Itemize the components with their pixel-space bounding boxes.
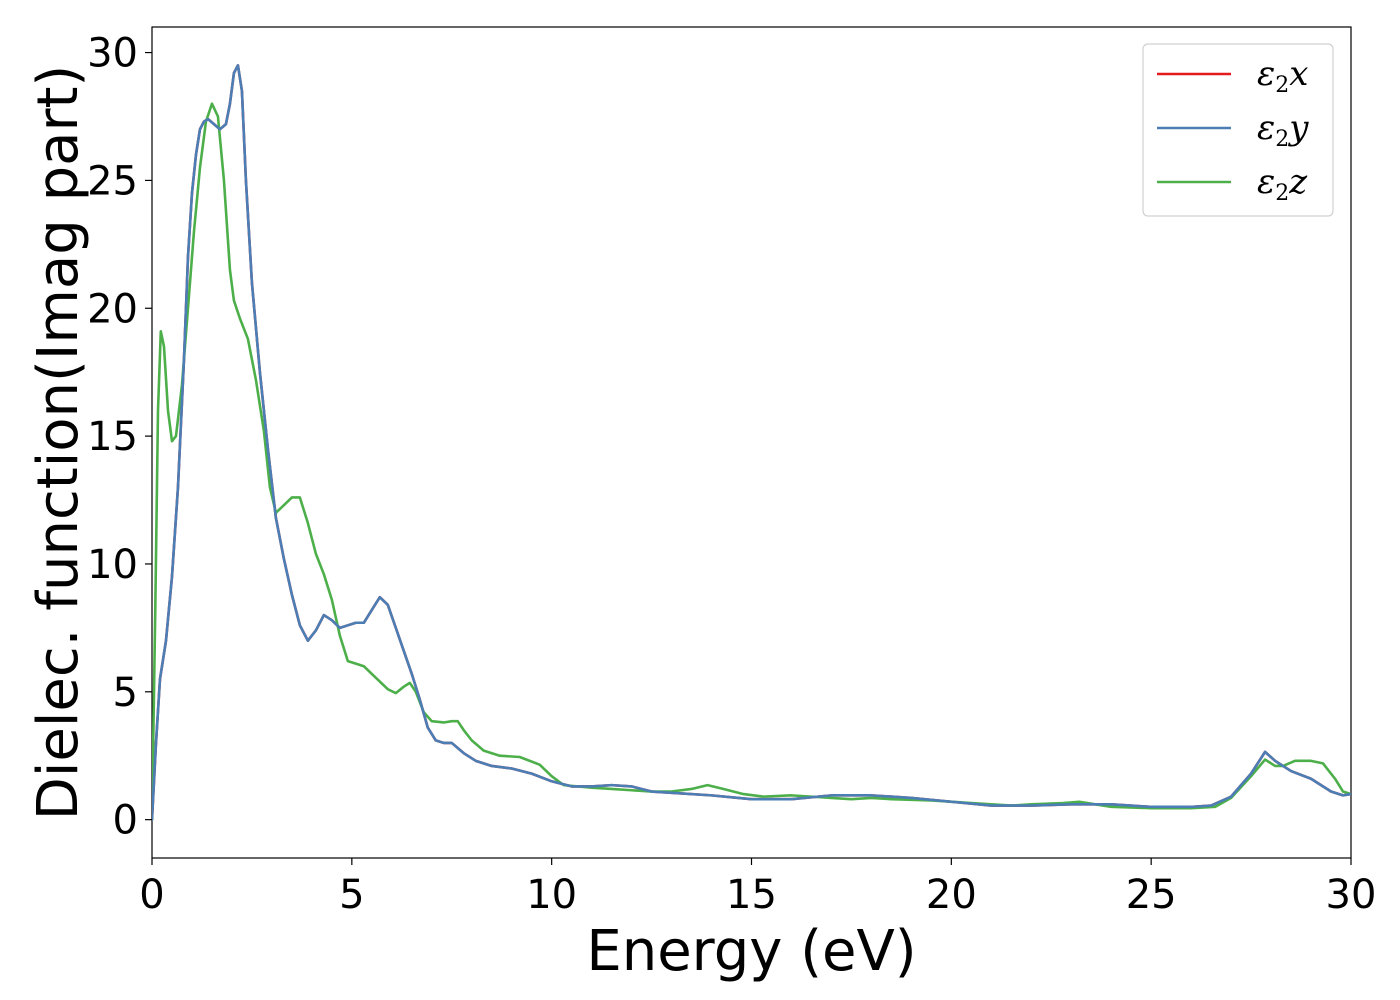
y-axis-ticks: 0 5 10 15 20 25 30 xyxy=(87,31,152,844)
x-tick-label: 15 xyxy=(726,872,777,918)
x-tick-label: 0 xyxy=(139,872,164,918)
y-tick-label: 0 xyxy=(113,798,138,844)
legend-label: ε2z xyxy=(1257,162,1308,206)
legend-label: ε2x xyxy=(1257,54,1308,98)
legend-item-y: ε2y xyxy=(1157,108,1309,152)
series-line-y xyxy=(152,64,1351,821)
x-tick-label: 25 xyxy=(1126,872,1177,918)
legend-box xyxy=(1142,43,1334,217)
y-tick-label: 10 xyxy=(87,542,138,588)
y-tick-label: 20 xyxy=(87,286,138,332)
y-tick-label: 25 xyxy=(87,158,138,204)
x-tick-label: 30 xyxy=(1326,872,1377,918)
y-tick-label: 30 xyxy=(87,31,138,77)
x-axis-ticks: 0 5 10 15 20 25 30 xyxy=(139,858,1376,918)
y-axis-title: Dielec. function(Imag part) xyxy=(26,65,91,821)
legend-label: ε2y xyxy=(1257,108,1309,152)
x-tick-label: 20 xyxy=(926,872,977,918)
series-layer xyxy=(152,64,1351,821)
legend: ε2x ε2y ε2z xyxy=(1142,43,1334,217)
y-tick-label: 15 xyxy=(87,414,138,460)
legend-item-x: ε2x xyxy=(1157,54,1308,98)
x-axis-title: Energy (eV) xyxy=(586,919,916,984)
legend-item-z: ε2z xyxy=(1157,162,1308,206)
x-tick-label: 5 xyxy=(339,872,364,918)
legend-items: ε2x ε2y ε2z xyxy=(1157,54,1309,206)
x-tick-label: 10 xyxy=(526,872,577,918)
y-tick-label: 5 xyxy=(113,670,138,716)
